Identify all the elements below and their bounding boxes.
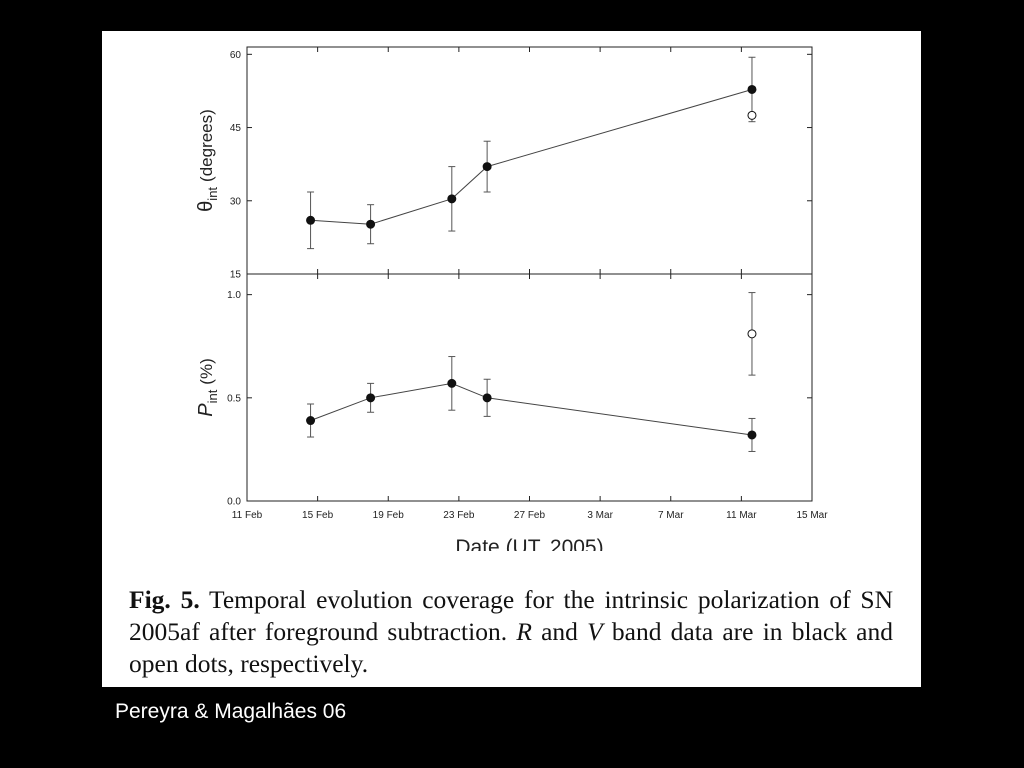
bottom-plot-frame [246, 273, 813, 502]
bottom-xtick-label: 23 Feb [443, 510, 475, 521]
top-ylabel-unit: (degrees) [197, 109, 216, 182]
figure-slide: 15 30 45 60 θint(degrees) 0.0 0.5 1.0 11 Feb 15 F… [102, 31, 921, 687]
caption-band-v: V [587, 617, 603, 646]
caption-text-3: band data are in black and open dots, re… [129, 617, 893, 678]
bottom-ytick-label: 0.0 [227, 497, 241, 508]
bottom-xtick-label: 19 Feb [373, 510, 405, 521]
caption-text-1: Temporal evolution coverage for the intr… [129, 585, 893, 646]
bottom-xtick-label: 3 Mar [587, 510, 613, 521]
top-data-point-filled [747, 84, 757, 94]
top-series-line [310, 89, 753, 225]
bottom-xtick-label: 15 Feb [302, 510, 334, 521]
bottom-ylabel-symbol: P [195, 403, 217, 417]
caption-text-2: and [531, 617, 588, 646]
top-data-point-filled [306, 215, 316, 225]
top-ytick-label: 15 [230, 270, 242, 281]
bottom-xtick-label: 7 Mar [658, 510, 684, 521]
top-ytick-label: 45 [230, 123, 242, 134]
bottom-ylabel: Pint (%) [195, 358, 220, 417]
top-data-point-filled [366, 219, 376, 229]
top-ytick-label: 30 [230, 196, 242, 207]
top-ylabel-subscript: int [205, 187, 220, 201]
bottom-data-point-filled [366, 393, 376, 403]
caption-band-r: R [516, 617, 532, 646]
bottom-xtick-label: 27 Feb [514, 510, 546, 521]
top-data-point-filled [482, 162, 492, 172]
bottom-series-line [310, 382, 753, 436]
bottom-data-point-filled [447, 378, 457, 388]
top-plot-frame [246, 46, 813, 275]
caption-lead: Fig. 5. [129, 585, 200, 614]
bottom-ytick-label: 1.0 [227, 290, 241, 301]
top-ytick-label: 60 [230, 50, 242, 61]
credit-text: Pereyra & Magalhães 06 [115, 700, 347, 723]
bottom-xtick-label: 15 Mar [796, 510, 828, 521]
bottom-ylabel-unit: (%) [197, 358, 216, 384]
bottom-ylabel-subscript: int [205, 389, 220, 403]
bottom-data-point-filled [306, 416, 316, 426]
bottom-xlabel: Date (UT, 2005) [455, 536, 603, 551]
top-data-point-open [747, 110, 757, 120]
bottom-data-point-filled [482, 393, 492, 403]
top-ylabel: θint (degrees) [195, 109, 220, 212]
top-data-point-filled [447, 194, 457, 204]
bottom-xtick-label: 11 Mar [726, 510, 757, 521]
top-ylabel-symbol: θ [195, 201, 217, 212]
bottom-ytick-label: 0.5 [227, 393, 241, 404]
bottom-data-point-open [747, 329, 757, 339]
bottom-data-point-filled [747, 430, 757, 440]
figure-caption: Fig. 5. Temporal evolution coverage for … [129, 584, 893, 680]
bottom-xtick-label: 11 Feb [232, 510, 263, 521]
